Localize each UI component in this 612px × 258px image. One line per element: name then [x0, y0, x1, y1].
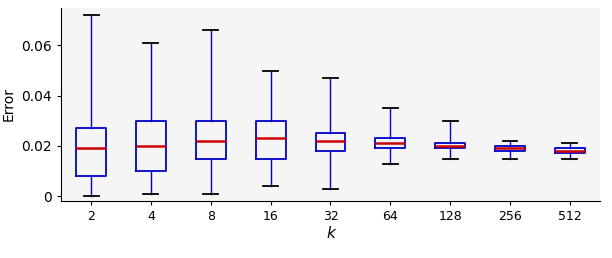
X-axis label: k: k: [326, 226, 335, 241]
Y-axis label: Error: Error: [2, 87, 16, 122]
